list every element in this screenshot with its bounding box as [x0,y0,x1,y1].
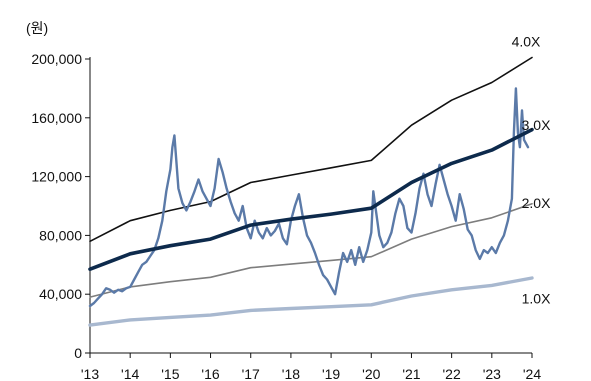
band-label: 1.0X [522,291,551,307]
x-tick-label: '20 [362,366,380,381]
y-axis-unit-label: (원) [26,20,48,36]
band-label: 2.0X [522,195,551,211]
x-tick-label: '16 [201,366,219,381]
y-axis: 0 40,000 80,000 120,000 160,000 200,000 [31,51,91,361]
x-tick-label: '23 [483,366,501,381]
band-label: 4.0X [512,33,541,49]
y-tick-label: 160,000 [31,110,82,126]
x-tick-label: '17 [242,366,260,381]
x-tick-label: '19 [322,366,340,381]
annotation-layer: 4.0X 3.0X 2.0X 1.0X [512,33,552,306]
x-axis: '13 '14 '15 '16 '17 '18 '19 '20 '21 '22 '23 '24 [81,352,541,381]
x-tick-label: '24 [523,366,541,381]
x-tick-label: '18 [282,366,300,381]
y-tick-label: 200,000 [31,51,82,67]
series-line-1-0X [88,276,534,327]
x-tick-label: '15 [161,366,179,381]
x-tick-label: '21 [402,366,420,381]
x-tick-label: '14 [121,366,139,381]
y-tick-label: 0 [74,345,82,361]
y-tick-label: 80,000 [39,227,82,243]
series-layer [88,56,534,327]
series-line-price [88,87,530,308]
series-line-2-0X [89,203,533,298]
y-tick-label: 120,000 [31,169,82,185]
x-tick-label: '13 [81,366,99,381]
y-tick-label: 40,000 [39,286,82,302]
series-line-3-0X [88,127,534,271]
band-label: 3.0X [522,117,551,133]
x-tick-label: '22 [443,366,461,381]
